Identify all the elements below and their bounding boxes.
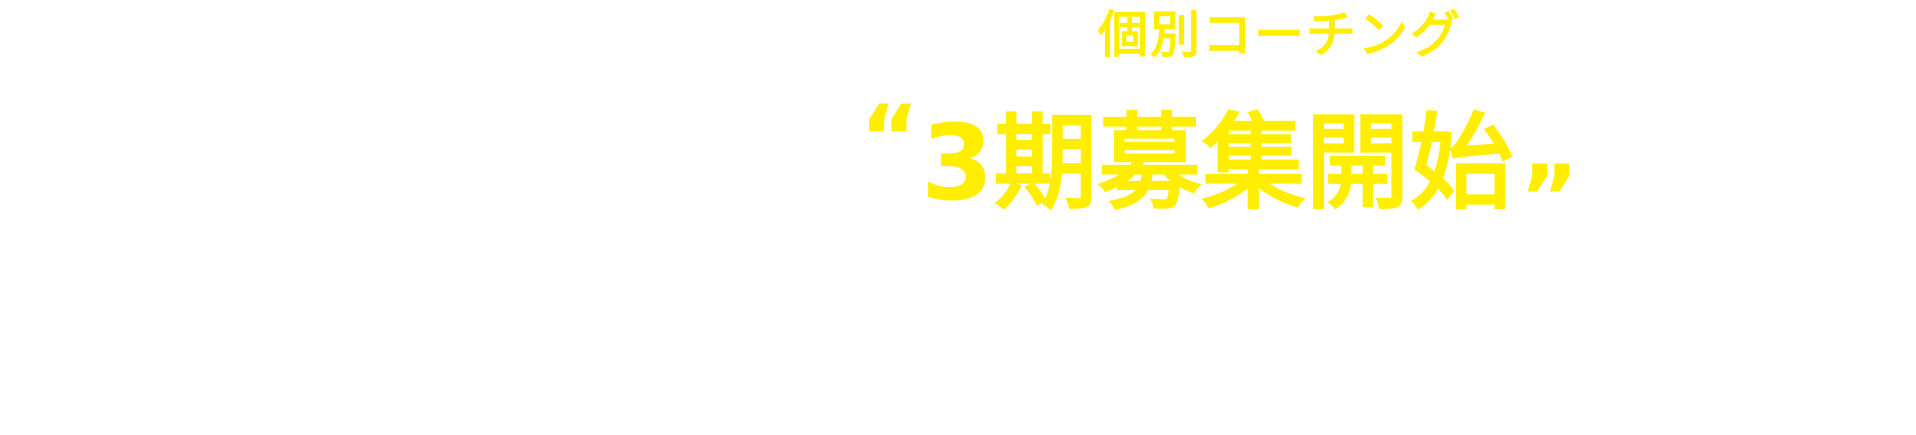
closing-quote-mark: ” xyxy=(1519,146,1579,251)
headline-text: 3期募集開始 xyxy=(921,102,1514,224)
banner-headline: “ 3期募集開始 ” xyxy=(860,94,1916,244)
opening-quote-mark: “ xyxy=(860,86,920,191)
banner-subtitle: 個別コーチング xyxy=(1098,6,1462,64)
